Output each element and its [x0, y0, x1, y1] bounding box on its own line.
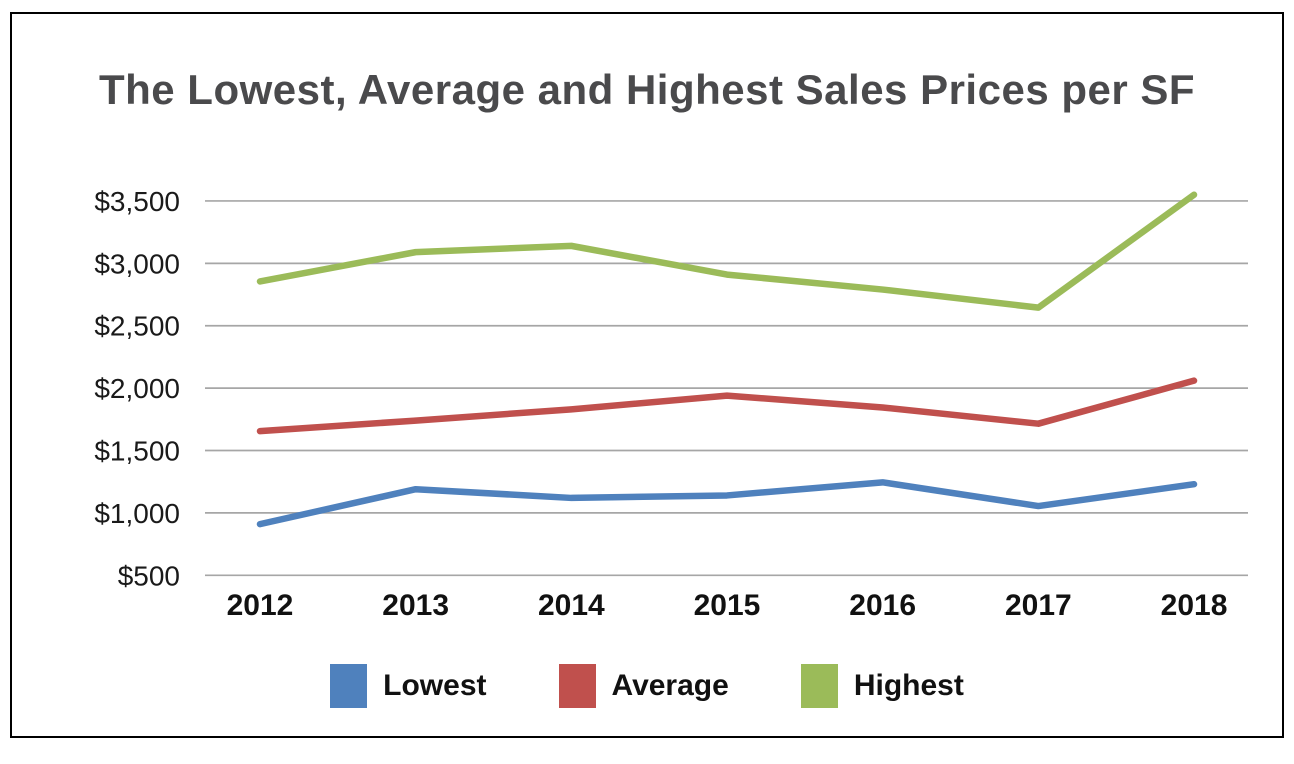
x-tick-label: 2018 — [1161, 589, 1228, 622]
legend-label-highest: Highest — [853, 669, 964, 702]
legend-item-average: Average — [558, 664, 729, 708]
legend-item-lowest: Lowest — [330, 664, 487, 708]
y-tick-label: $3,000 — [94, 248, 180, 279]
x-tick-label: 2017 — [1005, 589, 1072, 622]
y-tick-label: $1,000 — [94, 498, 180, 529]
legend: Lowest Average Highest — [12, 664, 1282, 708]
y-tick-label: $2,500 — [94, 311, 180, 342]
series-line-average — [256, 377, 1198, 435]
legend-item-highest: Highest — [800, 664, 964, 708]
legend-label-average: Average — [611, 669, 729, 702]
series-line-highest — [256, 191, 1198, 311]
x-tick-label: 2014 — [538, 589, 605, 622]
x-tick-label: 2012 — [227, 589, 294, 622]
legend-swatch-lowest — [330, 664, 368, 708]
y-tick-label: $2,000 — [94, 373, 180, 404]
x-tick-label: 2015 — [694, 589, 761, 622]
chart-frame: The Lowest, Average and Highest Sales Pr… — [10, 12, 1284, 738]
y-tick-label: $1,500 — [94, 436, 180, 467]
x-tick-label: 2013 — [382, 589, 449, 622]
plot-area: $500 $1,000 $1,500 $2,000 $2,500 $3,000 $3,500… — [94, 186, 1248, 622]
series-line-lowest — [256, 479, 1198, 528]
chart-title: The Lowest, Average and Highest Sales Pr… — [98, 66, 1196, 113]
y-tick-label: $500 — [118, 560, 180, 591]
legend-label-lowest: Lowest — [383, 669, 487, 702]
y-tick-label: $3,500 — [94, 186, 180, 217]
legend-swatch-highest — [800, 664, 838, 708]
x-tick-label: 2016 — [849, 589, 916, 622]
legend-swatch-average — [558, 664, 596, 708]
